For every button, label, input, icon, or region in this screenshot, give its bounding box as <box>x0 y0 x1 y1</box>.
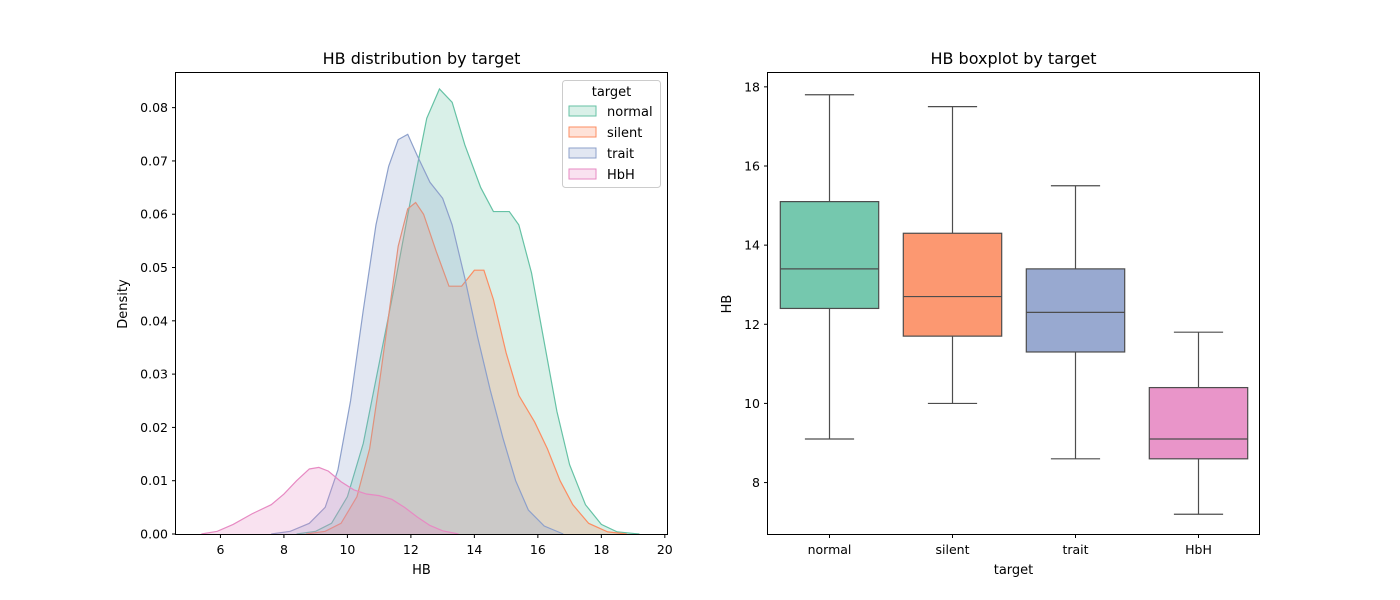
kde-x-tick-label: 8 <box>280 542 288 557</box>
legend-frame <box>562 80 661 188</box>
kde-line-silent <box>306 201 627 535</box>
box-y-tick-label: 8 <box>752 475 760 490</box>
kde-y-tick-label: 0.05 <box>140 260 168 275</box>
kde-area-silent <box>306 202 627 534</box>
box-normal <box>779 201 880 310</box>
legend-label-silent: silent <box>607 126 642 141</box>
box-x-tick-label: HbH <box>1185 542 1212 557</box>
kde-x-tick-label: 10 <box>339 542 355 557</box>
kde-x-tick-label: 12 <box>403 542 419 557</box>
box-silent <box>902 232 1003 337</box>
box-chart: HB boxplot by target normal silent trait Hb… <box>720 49 1260 578</box>
kde-legend: target normal silent trait HbH <box>562 80 661 188</box>
kde-plot-frame <box>175 72 668 535</box>
legend-swatch-trait <box>568 147 597 159</box>
box-title: HB boxplot by target <box>930 49 1096 68</box>
box-HbH <box>1148 386 1249 460</box>
kde-y-tick-label: 0.07 <box>140 153 168 168</box>
kde-y-label: Density <box>116 279 131 329</box>
box-plot-frame <box>767 72 1260 535</box>
kde-line-HbH <box>201 466 459 535</box>
box-y-tick-label: 18 <box>744 79 760 94</box>
kde-y-tick-label: 0.04 <box>140 313 168 328</box>
box-y-tick-label: 10 <box>744 396 760 411</box>
kde-x-label: HB <box>412 563 431 578</box>
box-trait <box>1025 268 1126 353</box>
kde-x-tick-label: 18 <box>593 542 609 557</box>
legend-items: normal silent trait HbH <box>568 105 653 183</box>
legend-swatch-normal <box>568 105 597 117</box>
box-marks <box>779 94 1249 515</box>
legend-swatch-HbH <box>568 168 597 180</box>
kde-x-tick-label: 6 <box>216 542 224 557</box>
kde-y-tick-label: 0.00 <box>140 527 168 542</box>
kde-y-tick-label: 0.02 <box>140 420 168 435</box>
box-x-axis: normal silent trait HbH <box>808 534 1212 557</box>
kde-y-tick-label: 0.08 <box>140 100 168 115</box>
kde-y-axis: 0.00 0.01 0.02 0.03 0.04 0.05 0.06 0.07 0.08 <box>140 100 176 542</box>
kde-line-normal <box>296 87 640 535</box>
kde-area-normal <box>296 88 640 535</box>
legend-label-HbH: HbH <box>607 168 635 183</box>
legend-title: target <box>592 85 632 100</box>
kde-line-trait <box>271 133 564 535</box>
box-y-tick-label: 14 <box>744 238 760 253</box>
kde-x-axis: 6 8 10 12 14 16 18 20 <box>216 534 673 557</box>
legend-swatch-silent <box>568 126 597 138</box>
box-x-tick-label: trait <box>1062 542 1088 557</box>
kde-area-HbH <box>201 467 459 534</box>
box-y-tick-label: 16 <box>744 158 760 173</box>
box-x-tick-label: normal <box>808 542 852 557</box>
kde-title: HB distribution by target <box>323 49 521 68</box>
box-y-label: HB <box>720 295 735 314</box>
kde-x-tick-label: 14 <box>466 542 482 557</box>
box-x-tick-label: silent <box>936 542 970 557</box>
legend-label-trait: trait <box>607 147 634 162</box>
kde-y-tick-label: 0.03 <box>140 367 168 382</box>
kde-area-trait <box>271 134 564 535</box>
box-x-label: target <box>994 563 1034 578</box>
kde-x-tick-label: 20 <box>657 542 673 557</box>
box-y-tick-label: 12 <box>744 317 760 332</box>
kde-x-tick-label: 16 <box>530 542 546 557</box>
legend-label-normal: normal <box>607 105 653 120</box>
kde-y-tick-label: 0.01 <box>140 473 168 488</box>
kde-y-tick-label: 0.06 <box>140 207 168 222</box>
box-y-axis: 8 10 12 14 16 18 <box>744 79 768 490</box>
kde-areas <box>201 87 640 535</box>
kde-chart: HB distribution by target 6 8 10 12 14 16 18 20… <box>116 49 673 578</box>
